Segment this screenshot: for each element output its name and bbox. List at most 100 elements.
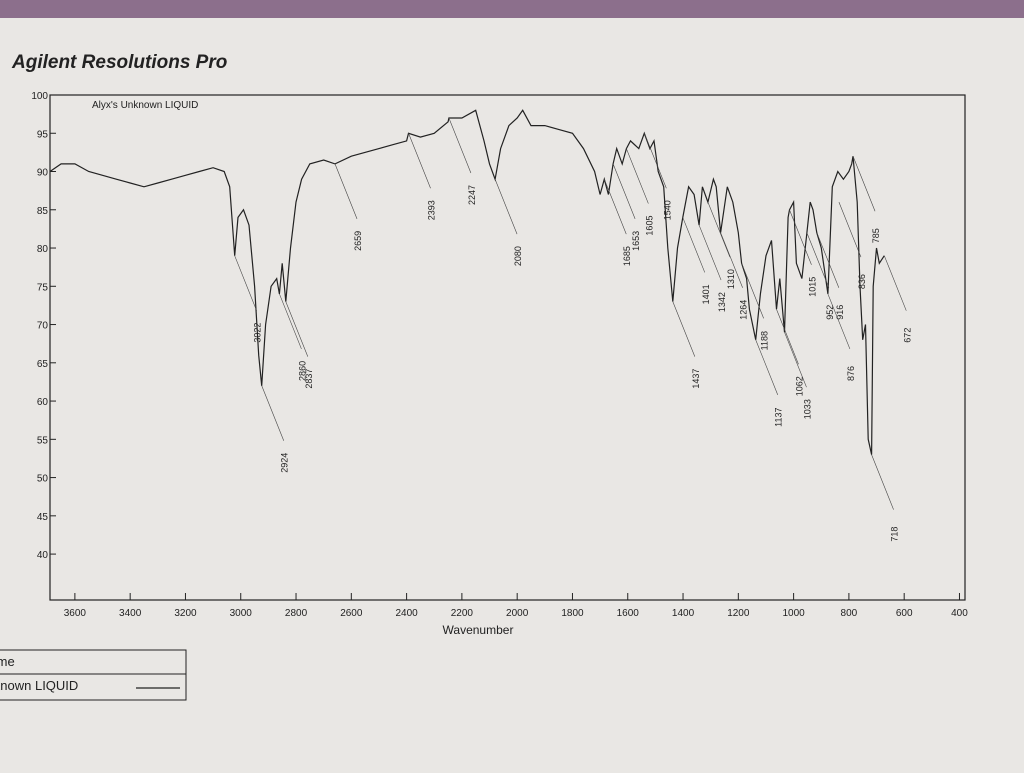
chart-title: Agilent Resolutions Pro [11,52,227,73]
peak-label: 2080 [513,246,523,266]
peak-label: 1605 [644,216,654,236]
peak-leader [603,179,627,235]
peak-label: 2837 [304,369,314,389]
peak-label: 1401 [701,284,711,304]
peak-label: 2924 [280,453,290,473]
x-axis-label: Wavenumber [443,623,514,637]
peak-label: 1062 [794,376,804,396]
x-tick-label: 2600 [340,608,363,619]
peak-label: 3022 [253,323,263,343]
x-tick-label: 1400 [672,608,695,619]
x-tick-label: 600 [896,608,913,619]
peak-label: 1437 [691,369,701,389]
y-tick-label: 75 [37,282,49,293]
peak-label: 1015 [807,277,817,297]
peak-leader [612,163,636,219]
x-tick-label: 1600 [617,608,640,619]
peak-leader [672,301,696,357]
x-tick-label: 400 [951,608,968,619]
peak-label: 1653 [631,231,641,251]
legend-label: Alyx's Unknown LIQUID [0,678,78,693]
y-tick-label: 80 [37,244,49,255]
peak-label: 952 [825,305,835,320]
peak-leader [827,293,851,350]
peak-leader [707,202,731,258]
plot-frame [49,94,966,601]
peak-leader [884,255,907,311]
y-tick-label: 95 [37,129,49,140]
peak-label: 1033 [802,399,812,419]
x-tick-label: 800 [841,608,858,619]
peak-leader [789,209,812,265]
x-tick-label: 1800 [561,608,584,619]
peak-leader [682,217,706,273]
y-tick-label: 45 [37,512,49,523]
y-tick-label: 60 [37,397,49,408]
peak-leader [838,202,862,258]
peak-leader [776,309,799,365]
peak-leader [784,332,807,388]
x-tick-label: 3600 [64,608,87,619]
peak-leader [852,156,876,212]
peak-label: 785 [871,228,881,243]
peak-leader [644,133,667,189]
y-tick-label: 100 [31,91,48,102]
peak-label: 2393 [427,200,437,220]
peak-leader [448,117,472,174]
peak-leader [871,454,894,510]
x-tick-label: 3000 [230,608,253,619]
annotation: Alyx's Unknown LIQUID [92,100,198,111]
peak-leader [261,385,285,441]
peak-label: 2659 [353,231,363,251]
x-tick-label: 2800 [285,608,308,619]
y-tick-label: 90 [37,168,49,179]
peak-label: 718 [890,527,900,542]
x-tick-label: 1000 [782,608,805,619]
y-tick-label: 50 [37,474,49,485]
y-tick-label: 70 [37,321,49,332]
peak-leader [494,179,518,235]
x-tick-label: 3200 [174,608,197,619]
peak-leader [698,224,722,281]
y-tick-label: 55 [37,435,49,446]
peak-leader [806,232,830,288]
background-edge [0,0,1024,18]
peak-label: 1188 [760,331,770,350]
peak-label: 1137 [774,407,784,426]
peak-label: 1264 [739,300,749,320]
peak-label: 1685 [622,246,632,266]
peak-leader [755,339,779,395]
peak-label: 1540 [662,200,672,220]
peak-label: 916 [835,305,845,320]
x-tick-label: 2200 [451,608,474,619]
peak-leader [285,301,309,357]
peak-leader [626,148,649,204]
x-tick-label: 2000 [506,608,529,619]
peak-label: 876 [846,366,856,381]
peak-leader [816,232,840,288]
legend: Name Alyx's Unknown LIQUID [0,649,187,701]
x-tick-label: 2400 [395,608,418,619]
peak-leader [279,293,302,350]
x-tick-label: 3400 [119,608,142,619]
y-tick-label: 40 [37,550,49,561]
peak-label: 2247 [467,185,477,205]
peak-label: 1310 [726,269,736,289]
peak-label: 1342 [717,292,727,312]
y-tick-label: 65 [37,359,49,370]
y-tick-label: 85 [37,206,49,217]
spectrum-line [49,109,885,455]
legend-header: Name [0,654,15,669]
peak-leader [408,133,431,189]
peak-leader [720,232,743,288]
peak-label: 672 [902,328,912,343]
peak-label: 2860 [297,361,307,381]
legend-box [0,649,187,701]
x-tick-label: 1200 [727,608,750,619]
peak-leader [234,255,257,311]
peak-leader [334,163,358,219]
peak-leader [741,263,764,319]
